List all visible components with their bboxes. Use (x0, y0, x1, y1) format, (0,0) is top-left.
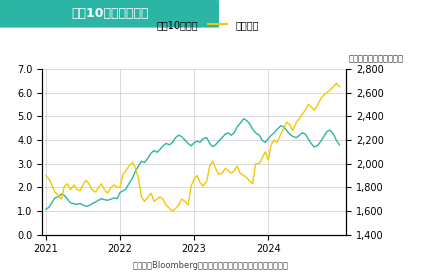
Text: （ドル／トロイオンス）: （ドル／トロイオンス） (348, 54, 403, 63)
Legend: 米国10年国債, 金（右）: 米国10年国債, 金（右） (126, 16, 262, 34)
Text: （出所：Bloombergより住友商事グローバルリサーチ作成）: （出所：Bloombergより住友商事グローバルリサーチ作成） (133, 261, 289, 270)
Text: 米国10年債と金価格: 米国10年債と金価格 (71, 7, 149, 20)
FancyBboxPatch shape (0, 0, 224, 28)
